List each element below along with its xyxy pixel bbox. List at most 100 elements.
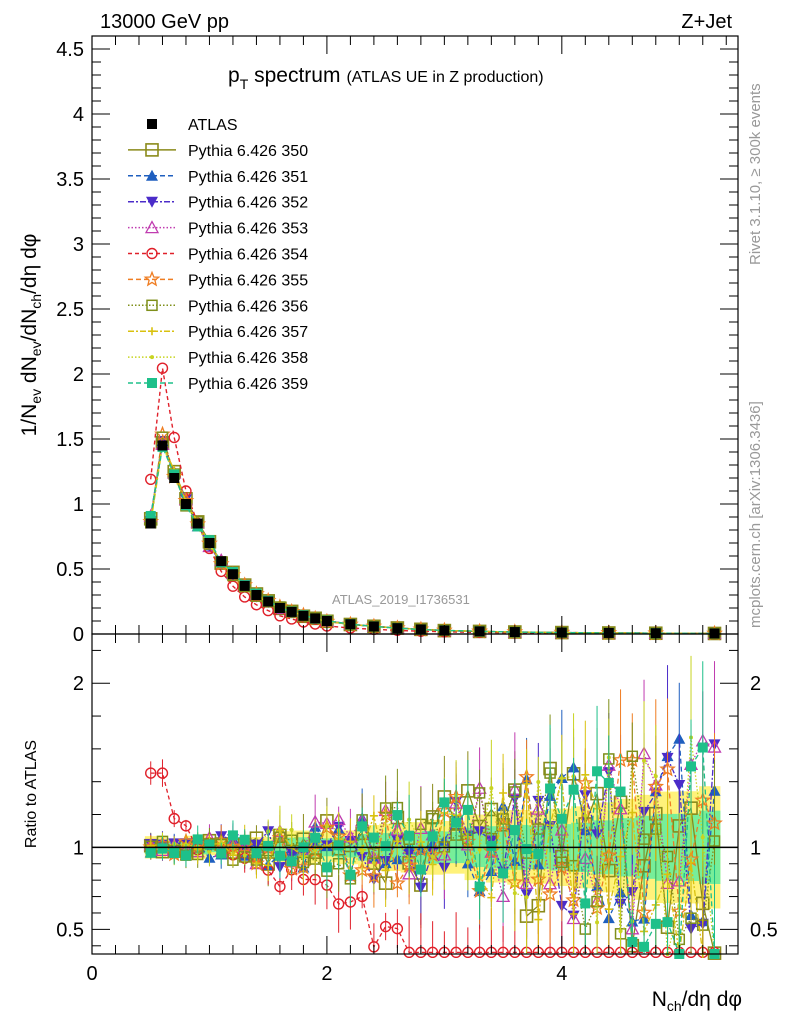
main-y-tick-label: 4.5 — [56, 39, 84, 61]
legend-entry: ATLAS — [147, 117, 238, 134]
ratio-series-marker — [487, 893, 496, 902]
legend-marker — [145, 143, 159, 157]
mcplots-label: mcplots.cern.ch [arXiv:1306.3436] — [747, 401, 764, 628]
ratio-series-marker — [595, 920, 600, 925]
ratio-series-marker — [473, 946, 486, 959]
ratio-series-marker — [389, 874, 406, 891]
ratio-series-marker — [333, 840, 344, 851]
ratio-series-marker — [345, 869, 356, 880]
ratio-series-marker — [580, 898, 591, 909]
legend-marker — [143, 270, 161, 287]
ratio-series-marker — [545, 783, 556, 794]
legend-marker — [147, 119, 157, 129]
ratio-series-marker — [462, 804, 473, 815]
main-y-tick-label: 0.5 — [56, 559, 84, 581]
main-y-tick-label: 4 — [73, 104, 84, 126]
ratio-series-marker — [521, 844, 532, 855]
legend-entry: Pythia 6.426 354 — [128, 247, 308, 264]
atlas-data-point — [298, 610, 309, 621]
ratio-series-marker — [697, 742, 708, 753]
ratio-series-marker — [286, 856, 297, 867]
ratio-series-marker — [615, 786, 626, 797]
ratio-series-marker — [383, 815, 388, 820]
main-y-tick-label: 0 — [73, 624, 84, 646]
ratio-series-marker — [324, 824, 329, 829]
ratio-series-marker — [357, 821, 368, 832]
ratio-series-marker — [403, 946, 415, 959]
atlas-data-point — [345, 619, 356, 630]
ratio-series-marker — [662, 917, 673, 928]
ratio-series-marker — [659, 760, 676, 777]
legend-label: Pythia 6.426 350 — [188, 143, 308, 160]
ratio-series-marker — [391, 922, 404, 935]
main-x-ticks — [91, 36, 727, 634]
ratio-y-tick-label: 0.5 — [56, 919, 84, 941]
ratio-series-marker — [415, 864, 426, 875]
ratio-panel: 0.5 0.5 1 1 2 2 0 2 4 Ratio to ATLAS Nch/dη dφ — [23, 633, 778, 1014]
ratio-series-marker — [603, 777, 614, 788]
ratio-series-marker — [687, 858, 696, 867]
x-tick-label: 2 — [321, 963, 332, 985]
main-series-10 — [145, 441, 720, 639]
ratio-series-marker — [604, 905, 613, 914]
legend-marker — [146, 196, 158, 208]
legend-marker — [146, 299, 158, 312]
ratio-series-marker — [618, 929, 623, 934]
ratio-series-marker — [509, 825, 520, 836]
ratio-series-marker — [145, 847, 156, 858]
atlas-data-point — [216, 556, 227, 567]
atlas-data-point — [251, 590, 262, 600]
ratio-series-layer — [92, 655, 738, 960]
legend-marker — [144, 220, 160, 234]
ratio-series-marker — [192, 834, 203, 845]
ratio-series-marker — [628, 808, 637, 817]
legend-label: Pythia 6.426 351 — [188, 169, 308, 186]
ratio-series-marker — [379, 920, 392, 933]
atlas-data-point — [474, 626, 485, 637]
ratio-series-marker — [239, 834, 250, 845]
legend-label: Pythia 6.426 359 — [188, 376, 308, 393]
ratio-series-marker — [145, 767, 157, 779]
legend-entry: Pythia 6.426 359 — [128, 376, 308, 393]
ratio-series-marker — [556, 856, 568, 869]
legend-label: Pythia 6.426 357 — [188, 324, 308, 341]
ratio-series-marker — [442, 851, 447, 856]
legend-label: Pythia 6.426 355 — [188, 272, 308, 289]
atlas-data-point — [145, 518, 156, 529]
ratio-series-marker — [673, 779, 686, 791]
analysis-label: ATLAS_2019_I1736531 — [332, 592, 470, 607]
ratio-series-marker — [556, 813, 567, 824]
main-series-marker — [168, 431, 180, 444]
ratio-series-marker — [512, 891, 517, 896]
main-series-7 — [144, 431, 721, 640]
atlas-data-point — [239, 580, 250, 591]
main-series-3 — [144, 436, 721, 640]
ratio-series-marker — [592, 766, 603, 777]
atlas-data-point — [286, 606, 297, 617]
x-tick-label: 0 — [86, 963, 97, 985]
ratio-series-marker — [627, 936, 638, 947]
ratio-series-marker — [583, 813, 588, 818]
ratio-y-tick-label-right: 0.5 — [750, 919, 778, 941]
main-y-tick-label: 3 — [73, 234, 84, 256]
legend-label: Pythia 6.426 354 — [188, 247, 308, 264]
legend-marker — [147, 378, 157, 388]
ratio-series-marker — [264, 861, 273, 870]
legend-label: Pythia 6.426 352 — [188, 195, 308, 212]
x-tick-label: 4 — [556, 963, 567, 985]
ratio-series-marker — [310, 832, 321, 843]
ratio-series-marker — [524, 895, 529, 900]
rivet-label: Rivet 3.1.10, ≥ 300k events — [747, 83, 764, 265]
ratio-series-marker — [653, 774, 658, 779]
ratio-series-10 — [145, 661, 720, 959]
ratio-series-marker — [465, 860, 470, 865]
main-panel: 0 0.5 1 1.5 2 2.5 3 3.5 4 4.5 1/Nev dNev/dNch/dη … — [18, 35, 739, 646]
ratio-series-marker — [216, 848, 227, 859]
legend-label: Pythia 6.426 356 — [188, 298, 308, 315]
atlas-data-point — [204, 538, 215, 548]
ratio-series-marker — [332, 898, 345, 910]
ratio-series-marker — [356, 890, 368, 903]
ratio-series-marker — [313, 848, 318, 853]
legend-entry: Pythia 6.426 358 — [128, 350, 308, 367]
atlas-data-point — [180, 499, 191, 509]
